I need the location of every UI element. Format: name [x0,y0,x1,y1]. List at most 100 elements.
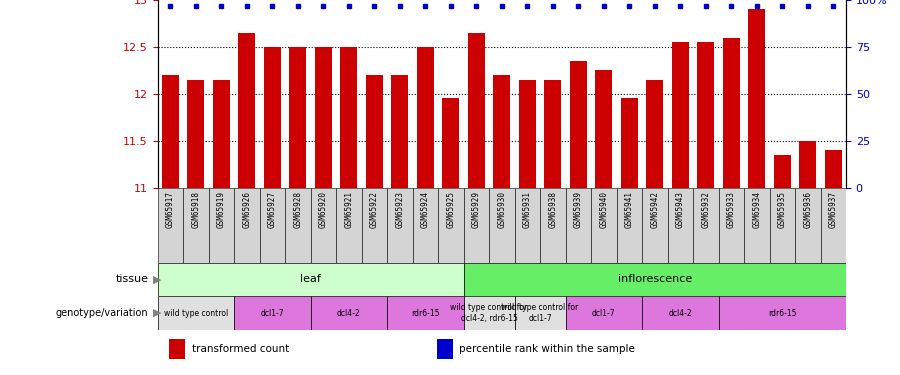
Bar [285,188,310,262]
Text: GSM65932: GSM65932 [701,191,710,228]
Bar [774,155,790,188]
Bar [540,188,565,262]
Text: rdr6-15: rdr6-15 [411,309,439,318]
Text: transformed count: transformed count [192,344,289,354]
Bar [596,70,612,188]
Text: GSM65926: GSM65926 [242,191,251,228]
Text: GSM65937: GSM65937 [829,191,838,228]
Text: wild type control: wild type control [164,309,228,318]
Bar [646,80,663,188]
Bar [515,296,565,330]
Bar [668,188,693,262]
Text: percentile rank within the sample: percentile rank within the sample [459,344,634,354]
Bar [718,296,846,330]
Text: GSM65925: GSM65925 [446,191,455,228]
Bar [290,47,306,188]
Bar [213,80,230,188]
Text: tissue: tissue [115,274,148,284]
Text: GSM65923: GSM65923 [395,191,404,228]
Bar [464,296,515,330]
Bar [698,42,714,188]
Text: GSM65929: GSM65929 [472,191,481,228]
Text: GSM65930: GSM65930 [497,191,506,228]
Text: GSM65918: GSM65918 [191,191,200,228]
Bar [621,99,637,188]
Bar [718,188,744,262]
Text: wild type control for
dcl4-2, rdr6-15: wild type control for dcl4-2, rdr6-15 [450,303,527,323]
Bar [616,188,642,262]
Text: GSM65931: GSM65931 [523,191,532,228]
Text: leaf: leaf [300,274,321,284]
Bar [544,80,561,188]
Text: dcl4-2: dcl4-2 [337,309,361,318]
Bar [158,296,234,330]
Bar [169,339,185,359]
Bar [693,188,718,262]
Bar [438,188,464,262]
Bar [519,80,536,188]
Bar [387,188,412,262]
Bar [591,188,617,262]
Bar [723,38,740,188]
Text: GSM65938: GSM65938 [548,191,557,228]
Bar [749,9,765,188]
Bar [821,188,846,262]
Bar [238,33,255,188]
Bar [310,296,387,330]
Bar [259,188,285,262]
Bar [493,75,510,188]
Text: inflorescence: inflorescence [617,274,692,284]
Text: GSM65942: GSM65942 [650,191,659,228]
Text: GSM65922: GSM65922 [370,191,379,228]
Bar [412,188,438,262]
Bar [443,99,459,188]
Text: GSM65924: GSM65924 [421,191,430,228]
Bar [642,188,668,262]
Bar [799,141,816,188]
Bar [336,188,362,262]
Text: GSM65927: GSM65927 [268,191,277,228]
Bar [642,296,718,330]
Bar [162,75,178,188]
Text: GSM65940: GSM65940 [599,191,608,228]
Bar [315,47,331,188]
Text: wild type control for
dcl1-7: wild type control for dcl1-7 [501,303,579,323]
Bar [158,188,183,262]
Bar [489,188,515,262]
Bar [366,75,382,188]
Text: rdr6-15: rdr6-15 [768,309,796,318]
Bar [234,296,310,330]
Bar [264,47,281,188]
Bar [417,47,434,188]
Bar [436,339,453,359]
Bar [209,188,234,262]
Text: dcl1-7: dcl1-7 [592,309,616,318]
Bar [340,47,357,188]
Text: GSM65943: GSM65943 [676,191,685,228]
Text: GSM65933: GSM65933 [727,191,736,228]
Bar [795,188,821,262]
Bar [570,61,587,188]
Text: GSM65939: GSM65939 [574,191,583,228]
Text: GSM65919: GSM65919 [217,191,226,228]
Bar [310,188,336,262]
Text: GSM65920: GSM65920 [319,191,328,228]
Bar [744,188,770,262]
Bar [770,188,795,262]
Bar [825,150,842,188]
Text: ▶: ▶ [153,274,161,284]
Bar [565,188,591,262]
Text: GSM65941: GSM65941 [625,191,634,228]
Bar [362,188,387,262]
Bar [515,188,540,262]
Text: GSM65921: GSM65921 [344,191,353,228]
Text: dcl4-2: dcl4-2 [669,309,692,318]
Text: GSM65917: GSM65917 [166,191,175,228]
Text: ▶: ▶ [153,308,161,318]
Bar [672,42,688,188]
Text: dcl1-7: dcl1-7 [260,309,284,318]
Text: GSM65936: GSM65936 [803,191,812,228]
Bar [387,296,464,330]
Bar [392,75,408,188]
Bar [468,33,484,188]
